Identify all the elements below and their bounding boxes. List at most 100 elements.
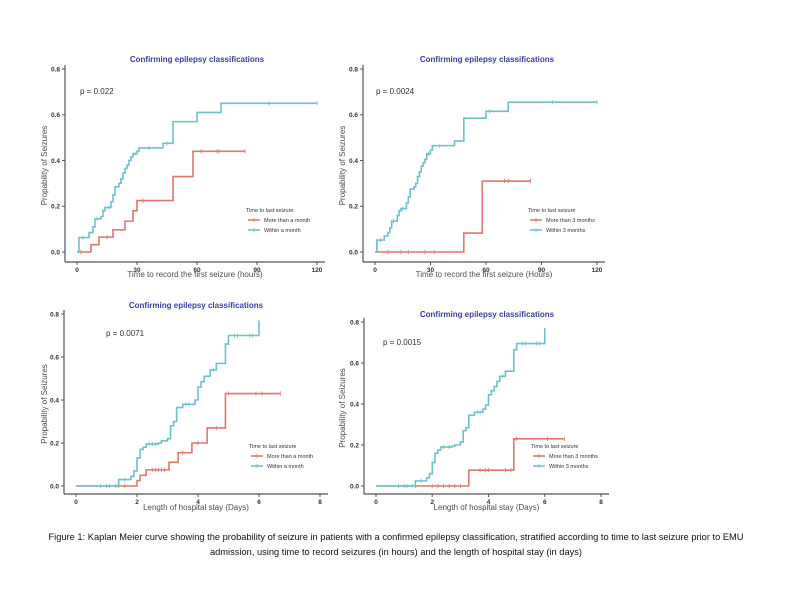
y-tick-label: 0.8 xyxy=(349,66,358,73)
p-value-annotation: p = 0.0015 xyxy=(383,338,422,347)
y-tick-label: 0.4 xyxy=(50,397,59,404)
legend-label: Within 3 months xyxy=(549,464,589,470)
x-tick-label: 0 xyxy=(75,267,79,274)
x-tick-label: 8 xyxy=(599,499,603,506)
series-more-than-a-month xyxy=(76,391,281,489)
km-step-line xyxy=(77,150,245,253)
km-step-line xyxy=(376,438,565,487)
y-tick-label: 0.2 xyxy=(349,204,358,211)
series-within-3-months xyxy=(375,99,598,253)
legend-item: Within 3 months xyxy=(530,228,586,234)
x-tick-label: 4 xyxy=(196,499,200,506)
x-tick-label: 8 xyxy=(318,499,322,506)
chart-title: Confirming epilepsy classifications xyxy=(420,55,555,64)
legend-label: Within 3 months xyxy=(546,228,586,234)
chart-title: Confirming epilepsy classifications xyxy=(130,55,265,64)
x-tick-label: 90 xyxy=(253,267,261,274)
km-step-line xyxy=(76,392,281,487)
series-within-a-month xyxy=(77,101,318,253)
y-tick-label: 0.4 xyxy=(349,158,358,165)
x-tick-label: 2 xyxy=(135,499,139,506)
km-step-line xyxy=(76,320,260,487)
x-tick-label: 120 xyxy=(312,267,323,274)
y-tick-label: 0.2 xyxy=(350,442,359,449)
series-more-than-3-months xyxy=(375,178,531,255)
x-tick-label: 0 xyxy=(74,499,78,506)
y-tick-label: 0.2 xyxy=(51,204,60,211)
chart-title: Confirming epilepsy classifications xyxy=(420,310,555,319)
x-tick-label: 6 xyxy=(257,499,261,506)
y-axis-label: Propability of Seizures xyxy=(40,126,49,206)
y-tick-label: 0.8 xyxy=(50,311,59,318)
km-step-line xyxy=(376,328,546,487)
km-step-line xyxy=(375,180,531,253)
legend: Time to last seizure More than a month Wit… xyxy=(246,208,310,234)
x-tick-label: 0 xyxy=(373,267,377,274)
legend-title: Time to last seizure xyxy=(246,208,293,214)
series-within-a-month xyxy=(76,320,260,489)
y-tick-label: 0.6 xyxy=(350,360,359,367)
legend: Time to last seizure More than a month Wit… xyxy=(249,444,313,470)
p-value-annotation: p = 0.0024 xyxy=(376,87,415,96)
km-step-line xyxy=(375,101,597,253)
figure-caption: Figure 1: Kaplan Meier curve showing the… xyxy=(48,532,744,557)
legend-label: More than 3 months xyxy=(546,218,595,224)
legend-title: Time to last seizure xyxy=(528,208,575,214)
x-axis-label: Time to record the first seizure (hours) xyxy=(127,270,263,279)
y-tick-label: 0.0 xyxy=(349,249,358,256)
x-tick-label: 30 xyxy=(133,267,141,274)
y-tick-label: 0.6 xyxy=(51,112,60,119)
x-tick-label: 6 xyxy=(543,499,547,506)
legend-item: Within a month xyxy=(251,464,304,470)
y-axis-label: Propability of Seizures xyxy=(338,126,347,206)
x-tick-label: 90 xyxy=(538,267,546,274)
y-tick-label: 0.0 xyxy=(50,483,59,490)
legend-item: More than 3 months xyxy=(530,218,595,224)
legend-item: More than a month xyxy=(248,218,310,224)
x-tick-label: 60 xyxy=(193,267,201,274)
x-axis-label: Length of hospital stay (Days) xyxy=(143,503,249,512)
legend-title: Time to last seizure xyxy=(249,444,296,450)
legend: Time to last seizure More than 3 months Wi… xyxy=(528,208,595,234)
series-more-than-a-month xyxy=(77,149,246,255)
x-axis-label: Time to record the first seizure (Hours) xyxy=(416,270,553,279)
y-axis-label: Propability of Seizures xyxy=(40,364,49,444)
p-value-annotation: p = 0.022 xyxy=(80,87,114,96)
p-value-annotation: p = 0.0071 xyxy=(106,329,145,338)
series-more-than-3-months xyxy=(376,436,565,489)
y-tick-label: 0.8 xyxy=(51,66,60,73)
km-step-line xyxy=(77,102,317,253)
x-tick-label: 30 xyxy=(427,267,435,274)
x-tick-label: 60 xyxy=(482,267,490,274)
legend-label: More than a month xyxy=(267,454,313,460)
y-tick-label: 0.0 xyxy=(51,249,60,256)
legend-item: More than 3 months xyxy=(533,454,598,460)
legend: Time to last seizure More than 3 months Wi… xyxy=(531,444,598,470)
legend-label: Within a month xyxy=(267,464,304,470)
legend-item: More than a month xyxy=(251,454,313,460)
y-tick-label: 0.4 xyxy=(51,158,60,165)
y-axis-label: Propability of Seizures xyxy=(338,368,347,448)
series-within-3-months xyxy=(376,328,546,489)
legend-label: More than a month xyxy=(264,218,310,224)
legend-label: Within a month xyxy=(264,228,301,234)
x-tick-label: 120 xyxy=(592,267,603,274)
y-tick-label: 0.6 xyxy=(349,112,358,119)
y-tick-label: 0.6 xyxy=(50,354,59,361)
y-tick-label: 0.4 xyxy=(350,401,359,408)
x-axis-label: Length of hospital stay (Days) xyxy=(434,503,540,512)
legend-item: Within 3 months xyxy=(533,464,589,470)
legend-title: Time to last seizure xyxy=(531,444,578,450)
y-tick-label: 0.0 xyxy=(350,483,359,490)
chart-title: Confirming epilepsy classifications xyxy=(129,301,264,310)
x-tick-label: 2 xyxy=(430,499,434,506)
y-tick-label: 0.8 xyxy=(350,319,359,326)
legend-label: More than 3 months xyxy=(549,454,598,460)
x-tick-label: 0 xyxy=(374,499,378,506)
legend-item: Within a month xyxy=(248,228,301,234)
y-tick-label: 0.2 xyxy=(50,440,59,447)
